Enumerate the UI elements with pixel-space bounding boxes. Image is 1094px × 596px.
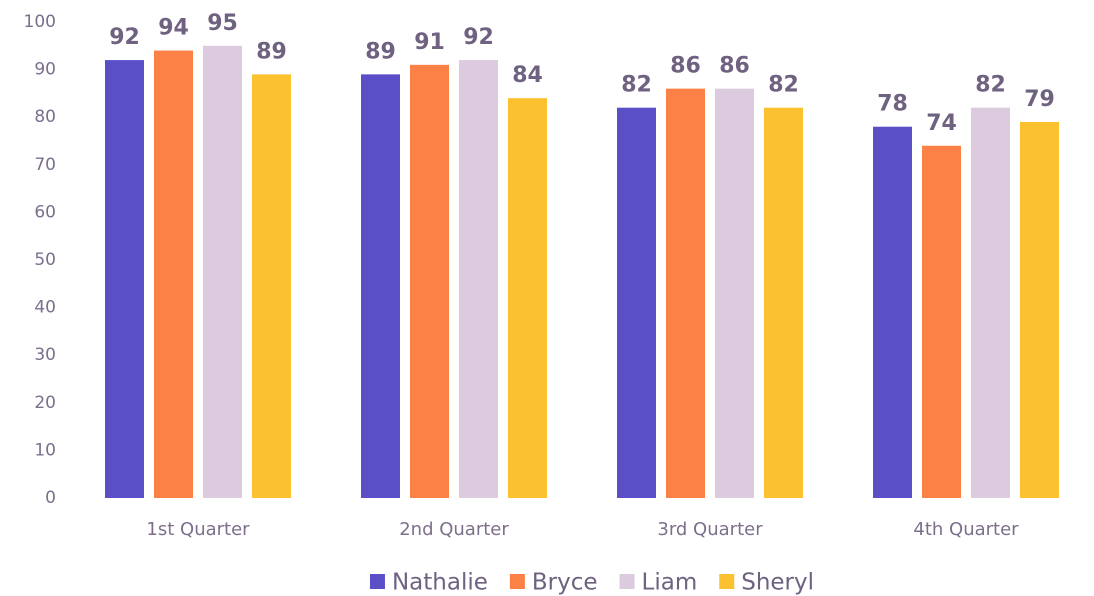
legend-swatch <box>369 574 385 589</box>
y-tick-label: 90 <box>34 60 56 80</box>
x-tick-label: 4th Quarter <box>913 519 1019 540</box>
bar <box>922 145 961 498</box>
y-tick-label: 60 <box>34 202 56 222</box>
bar <box>764 107 803 499</box>
x-tick-label: 2nd Quarter <box>399 519 509 540</box>
data-label: 74 <box>926 111 957 136</box>
legend-label: Liam <box>642 570 698 596</box>
y-tick-label: 0 <box>45 488 56 508</box>
bar <box>361 74 400 499</box>
bar <box>105 60 144 499</box>
data-label: 89 <box>365 39 396 64</box>
data-label: 92 <box>463 25 494 50</box>
data-label: 78 <box>877 92 908 117</box>
bar <box>1020 121 1059 499</box>
legend-swatch <box>619 574 635 589</box>
y-tick-label: 20 <box>34 393 56 413</box>
bar <box>715 88 754 498</box>
data-label: 82 <box>621 73 652 98</box>
x-tick-label: 3rd Quarter <box>657 519 763 540</box>
data-label: 92 <box>109 25 140 50</box>
bar <box>154 50 193 499</box>
y-tick-label: 30 <box>34 345 56 365</box>
legend-label: Sheryl <box>741 570 814 596</box>
data-label: 82 <box>768 73 799 98</box>
x-tick-label: 1st Quarter <box>146 519 250 540</box>
data-label: 89 <box>256 39 287 64</box>
bar <box>459 60 498 499</box>
bar <box>410 64 449 498</box>
bar <box>617 107 656 499</box>
data-label: 84 <box>512 63 543 88</box>
bar <box>971 107 1010 499</box>
data-label: 94 <box>158 16 189 41</box>
legend-label: Bryce <box>532 570 598 596</box>
legend-label: Nathalie <box>392 570 488 596</box>
bar <box>203 45 242 499</box>
bar <box>666 88 705 498</box>
y-tick-label: 10 <box>34 440 56 460</box>
data-label: 82 <box>975 73 1006 98</box>
y-tick-label: 40 <box>34 298 56 318</box>
data-label: 91 <box>414 30 445 55</box>
data-label: 95 <box>207 11 238 36</box>
y-tick-label: 50 <box>34 250 56 270</box>
data-label: 86 <box>719 54 750 79</box>
y-tick-label: 80 <box>34 107 56 127</box>
legend-swatch <box>509 574 525 589</box>
bar <box>873 126 912 498</box>
y-tick-label: 70 <box>34 155 56 175</box>
bar <box>508 98 547 498</box>
legend-swatch <box>719 574 735 589</box>
data-label: 79 <box>1024 87 1055 112</box>
data-label: 86 <box>670 54 701 79</box>
y-tick-label: 100 <box>24 12 56 32</box>
bar <box>252 74 291 499</box>
